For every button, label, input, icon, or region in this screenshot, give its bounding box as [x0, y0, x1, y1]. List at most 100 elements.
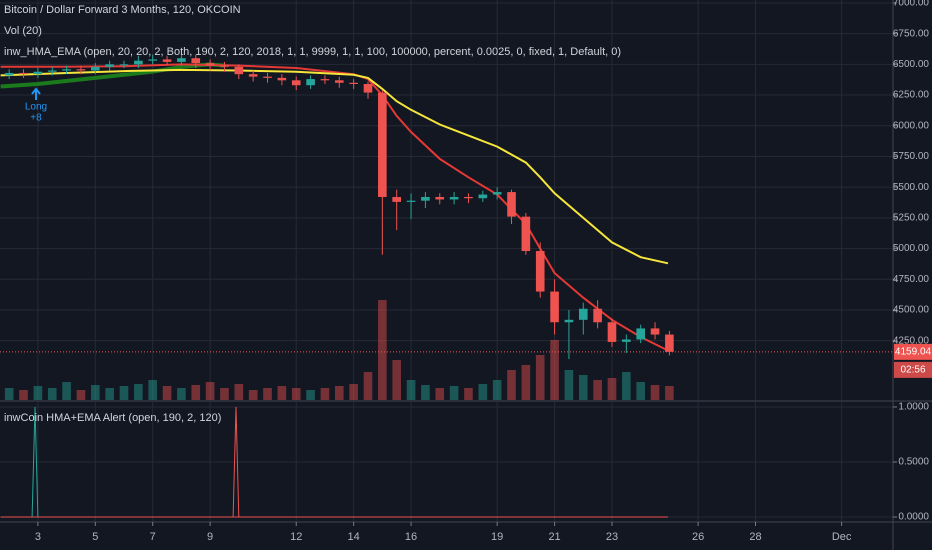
candle-body	[205, 63, 215, 66]
volume-bar	[665, 386, 674, 400]
candle-body	[636, 328, 645, 340]
volume-bar	[320, 388, 330, 400]
y-tick-label: 6500.00	[893, 59, 930, 70]
line	[31, 406, 39, 518]
x-tick-label: 12	[290, 531, 302, 543]
volume-bar	[4, 388, 14, 400]
x-tick-label: 19	[491, 531, 503, 543]
candle-body	[363, 84, 373, 93]
volume-bar	[177, 388, 186, 400]
volume-bar	[478, 384, 488, 400]
volume-bar	[277, 386, 287, 400]
x-tick-label: 5	[92, 531, 98, 543]
candle-body	[162, 59, 172, 62]
y-tick-label: 0.0000	[898, 512, 929, 523]
candle-body	[492, 192, 502, 195]
y-tick-label: 7000.00	[893, 0, 930, 9]
y-tick-label: 6000.00	[893, 120, 930, 131]
y-tick-label: 5250.00	[893, 213, 930, 224]
volume-bar	[578, 375, 588, 400]
line	[0, 63, 669, 352]
candle-body	[392, 196, 402, 202]
candle-body	[593, 308, 602, 323]
line	[0, 68, 669, 265]
candle-body	[4, 72, 14, 76]
volume-bar	[349, 384, 358, 400]
candle-body	[177, 58, 186, 62]
volume-bar	[492, 380, 502, 400]
volume-bar	[90, 385, 100, 400]
candle-body	[134, 60, 143, 65]
candle-body	[47, 70, 57, 72]
x-tick-label: 3	[35, 531, 41, 543]
chart-title: Bitcoin / Dollar Forward 3 Months, 120, …	[4, 4, 241, 16]
x-tick-label: 16	[405, 531, 417, 543]
volume-bar	[191, 385, 201, 400]
volume-bar	[291, 388, 301, 400]
volume-bar	[607, 378, 617, 400]
volume-bar	[650, 385, 660, 400]
candle-body	[535, 251, 545, 292]
candle-body	[421, 196, 430, 201]
candle-body	[650, 328, 660, 335]
volume-bar	[76, 390, 86, 400]
candle-body	[464, 196, 473, 199]
volume-bar	[19, 390, 28, 400]
last-price-label: 4159.04	[895, 346, 932, 357]
plot	[0, 0, 893, 522]
y-tick-label: 5500.00	[893, 182, 930, 193]
candle-body	[263, 76, 272, 78]
volume-bar	[521, 365, 531, 400]
y-tick-label: 5000.00	[893, 243, 930, 254]
volume-bar	[421, 385, 430, 400]
line	[232, 406, 240, 518]
candle-body	[349, 82, 358, 85]
candle-body	[406, 200, 416, 202]
volume-bar	[234, 384, 244, 400]
x-tick-label: Dec	[832, 531, 852, 543]
candle-body	[19, 72, 28, 75]
y-tick-label: 6250.00	[893, 90, 930, 101]
volume-bar	[464, 388, 473, 400]
countdown-box	[894, 361, 932, 378]
candle-body	[478, 194, 488, 199]
candle-body	[622, 339, 631, 342]
volume-bar	[449, 386, 459, 400]
volume-bar	[535, 355, 545, 400]
x-tick-label: 23	[606, 531, 618, 543]
volume-bar	[220, 388, 229, 400]
x-tick-label: 7	[150, 531, 156, 543]
x-tick-label: 28	[749, 531, 761, 543]
candle-body	[248, 74, 258, 77]
candle-body	[191, 58, 201, 64]
volume-bar	[622, 372, 631, 400]
volume-bar	[406, 380, 416, 400]
volume-bar	[550, 340, 559, 400]
candle-body	[378, 92, 387, 197]
volume-bar	[564, 370, 574, 400]
volume-bar	[248, 390, 258, 400]
volume-bar	[47, 388, 57, 400]
y-tick-label: 4250.00	[893, 335, 930, 346]
signal-arrow	[31, 87, 41, 100]
volume-bar	[306, 390, 315, 400]
volume-bar	[378, 300, 387, 400]
candle-body	[334, 80, 344, 83]
candle-body	[564, 319, 574, 323]
volume-bar	[105, 388, 114, 400]
candle-body	[62, 69, 71, 71]
volume-bar	[134, 384, 143, 400]
y-tick-label: 4500.00	[893, 305, 930, 316]
candle-body	[220, 65, 229, 67]
y-tick-label: 5750.00	[893, 151, 930, 162]
candle-body	[665, 334, 674, 352]
x-tick-label: 26	[692, 531, 704, 543]
candle-body	[33, 71, 43, 75]
volume-bar	[263, 388, 272, 400]
volume-bar	[33, 386, 43, 400]
volume-bar	[148, 380, 158, 400]
y-tick-label: 1.0000	[898, 402, 929, 413]
candle-body	[550, 291, 559, 323]
